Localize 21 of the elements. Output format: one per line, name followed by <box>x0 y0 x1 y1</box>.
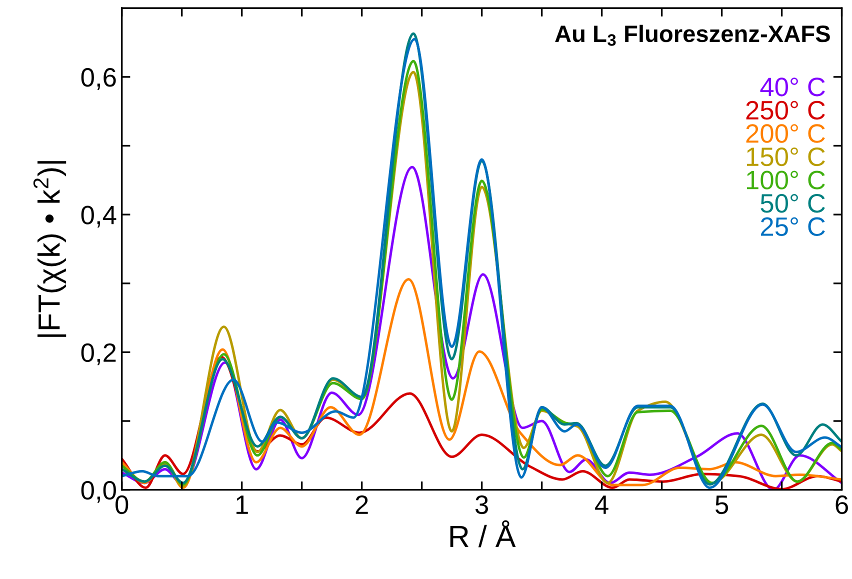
x-tick-label: 6 <box>836 495 848 514</box>
x-tick-label: 2 <box>356 495 368 514</box>
text: Au L$_{3}$ Fluoreszenz-XAFS <box>555 24 830 46</box>
text: 100° C <box>746 170 825 190</box>
text: 50° C <box>760 194 825 213</box>
text: 250° C <box>746 100 825 120</box>
text: 200° C <box>746 124 825 143</box>
text: 40° C <box>760 78 825 96</box>
x-tick-label: 4 <box>595 496 608 514</box>
y-axis-title: |FT(χ(k) • k$^{2}$)| <box>33 161 66 337</box>
text: 25° C <box>760 217 825 236</box>
x-tick-label: 1 <box>236 496 248 514</box>
y-tick-label: 0,6 <box>81 68 116 90</box>
x-tick-label: 0 <box>116 495 128 514</box>
x-tick-label: 3 <box>475 495 488 514</box>
y-tick-label: 0,0 <box>81 480 116 503</box>
y-tick-label: 0,2 <box>81 343 116 366</box>
text: 150° C <box>746 147 825 166</box>
x-tick-label: 5 <box>716 496 728 514</box>
y-tick-label: 0,4 <box>81 206 116 228</box>
x-axis-title: R / Å <box>450 520 516 548</box>
